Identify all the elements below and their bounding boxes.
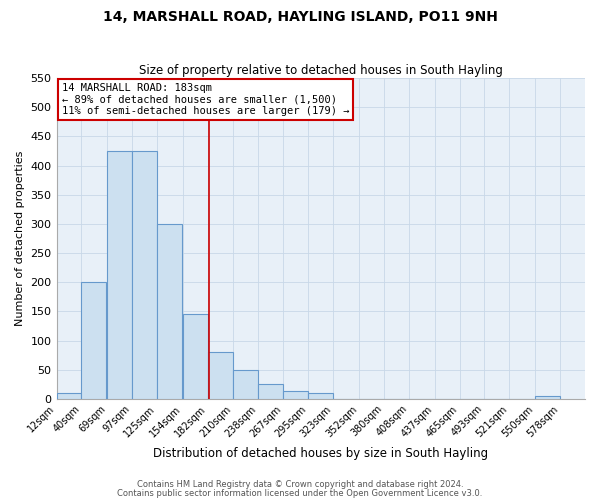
Bar xyxy=(107,151,132,399)
Text: Contains public sector information licensed under the Open Government Licence v3: Contains public sector information licen… xyxy=(118,488,482,498)
Bar xyxy=(157,224,182,399)
Bar xyxy=(56,393,82,399)
Bar xyxy=(283,392,308,399)
Bar xyxy=(82,282,106,399)
X-axis label: Distribution of detached houses by size in South Hayling: Distribution of detached houses by size … xyxy=(153,447,488,460)
Text: Contains HM Land Registry data © Crown copyright and database right 2024.: Contains HM Land Registry data © Crown c… xyxy=(137,480,463,489)
Bar xyxy=(233,370,257,399)
Bar xyxy=(257,384,283,399)
Bar xyxy=(208,352,233,399)
Y-axis label: Number of detached properties: Number of detached properties xyxy=(15,151,25,326)
Title: Size of property relative to detached houses in South Hayling: Size of property relative to detached ho… xyxy=(139,64,503,77)
Bar xyxy=(132,151,157,399)
Bar xyxy=(183,314,208,399)
Bar xyxy=(308,393,333,399)
Text: 14, MARSHALL ROAD, HAYLING ISLAND, PO11 9NH: 14, MARSHALL ROAD, HAYLING ISLAND, PO11 … xyxy=(103,10,497,24)
Text: 14 MARSHALL ROAD: 183sqm
← 89% of detached houses are smaller (1,500)
11% of sem: 14 MARSHALL ROAD: 183sqm ← 89% of detach… xyxy=(62,83,349,116)
Bar xyxy=(535,396,560,399)
